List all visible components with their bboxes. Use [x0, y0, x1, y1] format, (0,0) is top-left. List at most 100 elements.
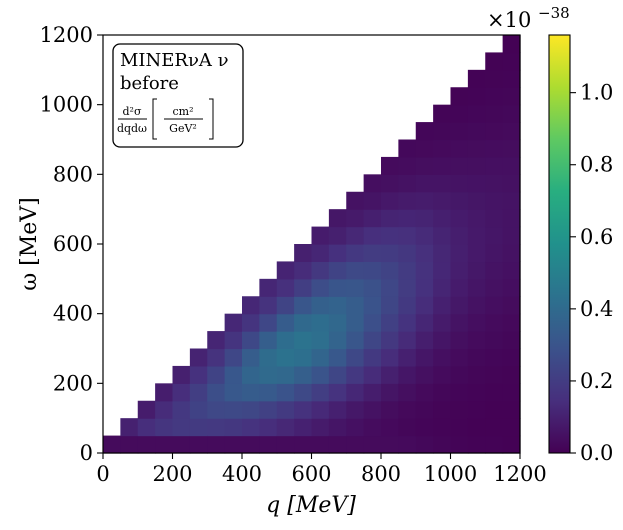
- y-tick-label: 200: [53, 371, 93, 395]
- heatmap-cell: [450, 104, 469, 123]
- colorbar: [548, 34, 571, 454]
- heatmap-cell: [398, 156, 417, 175]
- heatmap-cell: [485, 156, 504, 175]
- heatmap-cell: [328, 313, 347, 332]
- heatmap-cell: [311, 435, 330, 454]
- heatmap-cell: [294, 261, 313, 280]
- heatmap-cell: [502, 209, 521, 228]
- heatmap-cell: [381, 244, 399, 263]
- heatmap-cell: [224, 313, 243, 332]
- heatmap-cell: [433, 278, 452, 297]
- heatmap-cell: [450, 278, 469, 297]
- heatmap-cell: [485, 87, 504, 106]
- heatmap-cell: [294, 383, 313, 402]
- heatmap-cell: [433, 174, 452, 193]
- y-tick-label: 1200: [40, 23, 93, 47]
- heatmap-cell: [311, 365, 330, 384]
- y-axis-ticks: 0 200 400 600 800 1000 1200: [40, 23, 103, 465]
- heatmap-cell: [467, 174, 486, 193]
- y-tick-label: 600: [53, 232, 93, 256]
- heatmap-cell: [467, 209, 486, 228]
- heatmap-cell: [276, 418, 295, 437]
- heatmap-cell: [363, 400, 382, 419]
- heatmap-cell: [242, 313, 260, 332]
- heatmap-cell: [103, 435, 121, 454]
- heatmap-cell: [311, 296, 330, 315]
- annotation-line-2: before: [120, 73, 179, 94]
- heatmap-cell: [502, 348, 521, 367]
- colorbar-tick-label: 0.4: [580, 297, 613, 321]
- heatmap-cell: [450, 174, 469, 193]
- heatmap-cell: [155, 418, 174, 437]
- heatmap-cell: [485, 296, 504, 315]
- heatmap-cell: [346, 331, 365, 350]
- heatmap-cell: [328, 383, 347, 402]
- heatmap-cell: [485, 174, 504, 193]
- heatmap-cell: [450, 331, 469, 350]
- heatmap-cell: [433, 104, 452, 123]
- heatmap-cell: [242, 331, 260, 350]
- heatmap-cell: [328, 348, 347, 367]
- heatmap-cell: [346, 296, 365, 315]
- heatmap-cell: [276, 348, 295, 367]
- heatmap-cell: [137, 400, 156, 419]
- heatmap-cell: [381, 174, 399, 193]
- heatmap-cell: [433, 435, 452, 454]
- heatmap-cell: [502, 296, 521, 315]
- heatmap-cell: [172, 418, 191, 437]
- heatmap-cell: [433, 139, 452, 158]
- heatmap-cell: [172, 365, 191, 384]
- heatmap-cell: [433, 418, 452, 437]
- heatmap-cell: [363, 191, 382, 210]
- heatmap-cell: [276, 296, 295, 315]
- heatmap-cell: [450, 139, 469, 158]
- heatmap-cell: [294, 296, 313, 315]
- heatmap-cell: [502, 261, 521, 280]
- heatmap-cell: [398, 383, 417, 402]
- heatmap-cell: [398, 139, 417, 158]
- heatmap-cell: [485, 261, 504, 280]
- heatmap-cell: [467, 383, 486, 402]
- heatmap-cell: [224, 365, 243, 384]
- heatmap-cell: [433, 313, 452, 332]
- formula-denominator: dqdω: [117, 122, 147, 135]
- heatmap-cell: [294, 365, 313, 384]
- heatmap-cell: [381, 191, 399, 210]
- heatmap-cell: [485, 226, 504, 245]
- heatmap-cell: [242, 400, 260, 419]
- heatmap-cell: [467, 400, 486, 419]
- heatmap-cell: [189, 435, 208, 454]
- heatmap-cell: [276, 313, 295, 332]
- heatmap-cell: [172, 400, 191, 419]
- heatmap-cell: [259, 313, 278, 332]
- heatmap-cell: [259, 365, 278, 384]
- heatmap-cell: [398, 348, 417, 367]
- heatmap-cell: [311, 331, 330, 350]
- heatmap-cell: [172, 383, 191, 402]
- x-tick-label: 1000: [424, 462, 477, 486]
- heatmap-cell: [381, 296, 399, 315]
- heatmap-cell: [172, 435, 191, 454]
- heatmap-cell: [467, 418, 486, 437]
- heatmap-cell: [485, 52, 504, 71]
- formula-numerator: d²σ: [123, 105, 142, 118]
- heatmap-cell: [450, 226, 469, 245]
- annotation-line-1: MINERνA ν: [120, 50, 229, 71]
- heatmap-cell: [259, 296, 278, 315]
- heatmap-cell: [363, 313, 382, 332]
- heatmap-cell: [450, 191, 469, 210]
- heatmap-cell: [294, 418, 313, 437]
- heatmap-cell: [224, 435, 243, 454]
- x-tick-label: 200: [152, 462, 192, 486]
- heatmap-cell: [381, 348, 399, 367]
- heatmap-cell: [207, 418, 226, 437]
- heatmap-cell: [276, 435, 295, 454]
- heatmap-cell: [502, 226, 521, 245]
- heatmap-cell: [363, 418, 382, 437]
- unit-right-bracket: [209, 98, 214, 140]
- heatmap-cell: [398, 365, 417, 384]
- heatmap-cell: [381, 331, 399, 350]
- heatmap-cell: [346, 226, 365, 245]
- heatmap-cell: [485, 122, 504, 141]
- heatmap-cell: [346, 191, 365, 210]
